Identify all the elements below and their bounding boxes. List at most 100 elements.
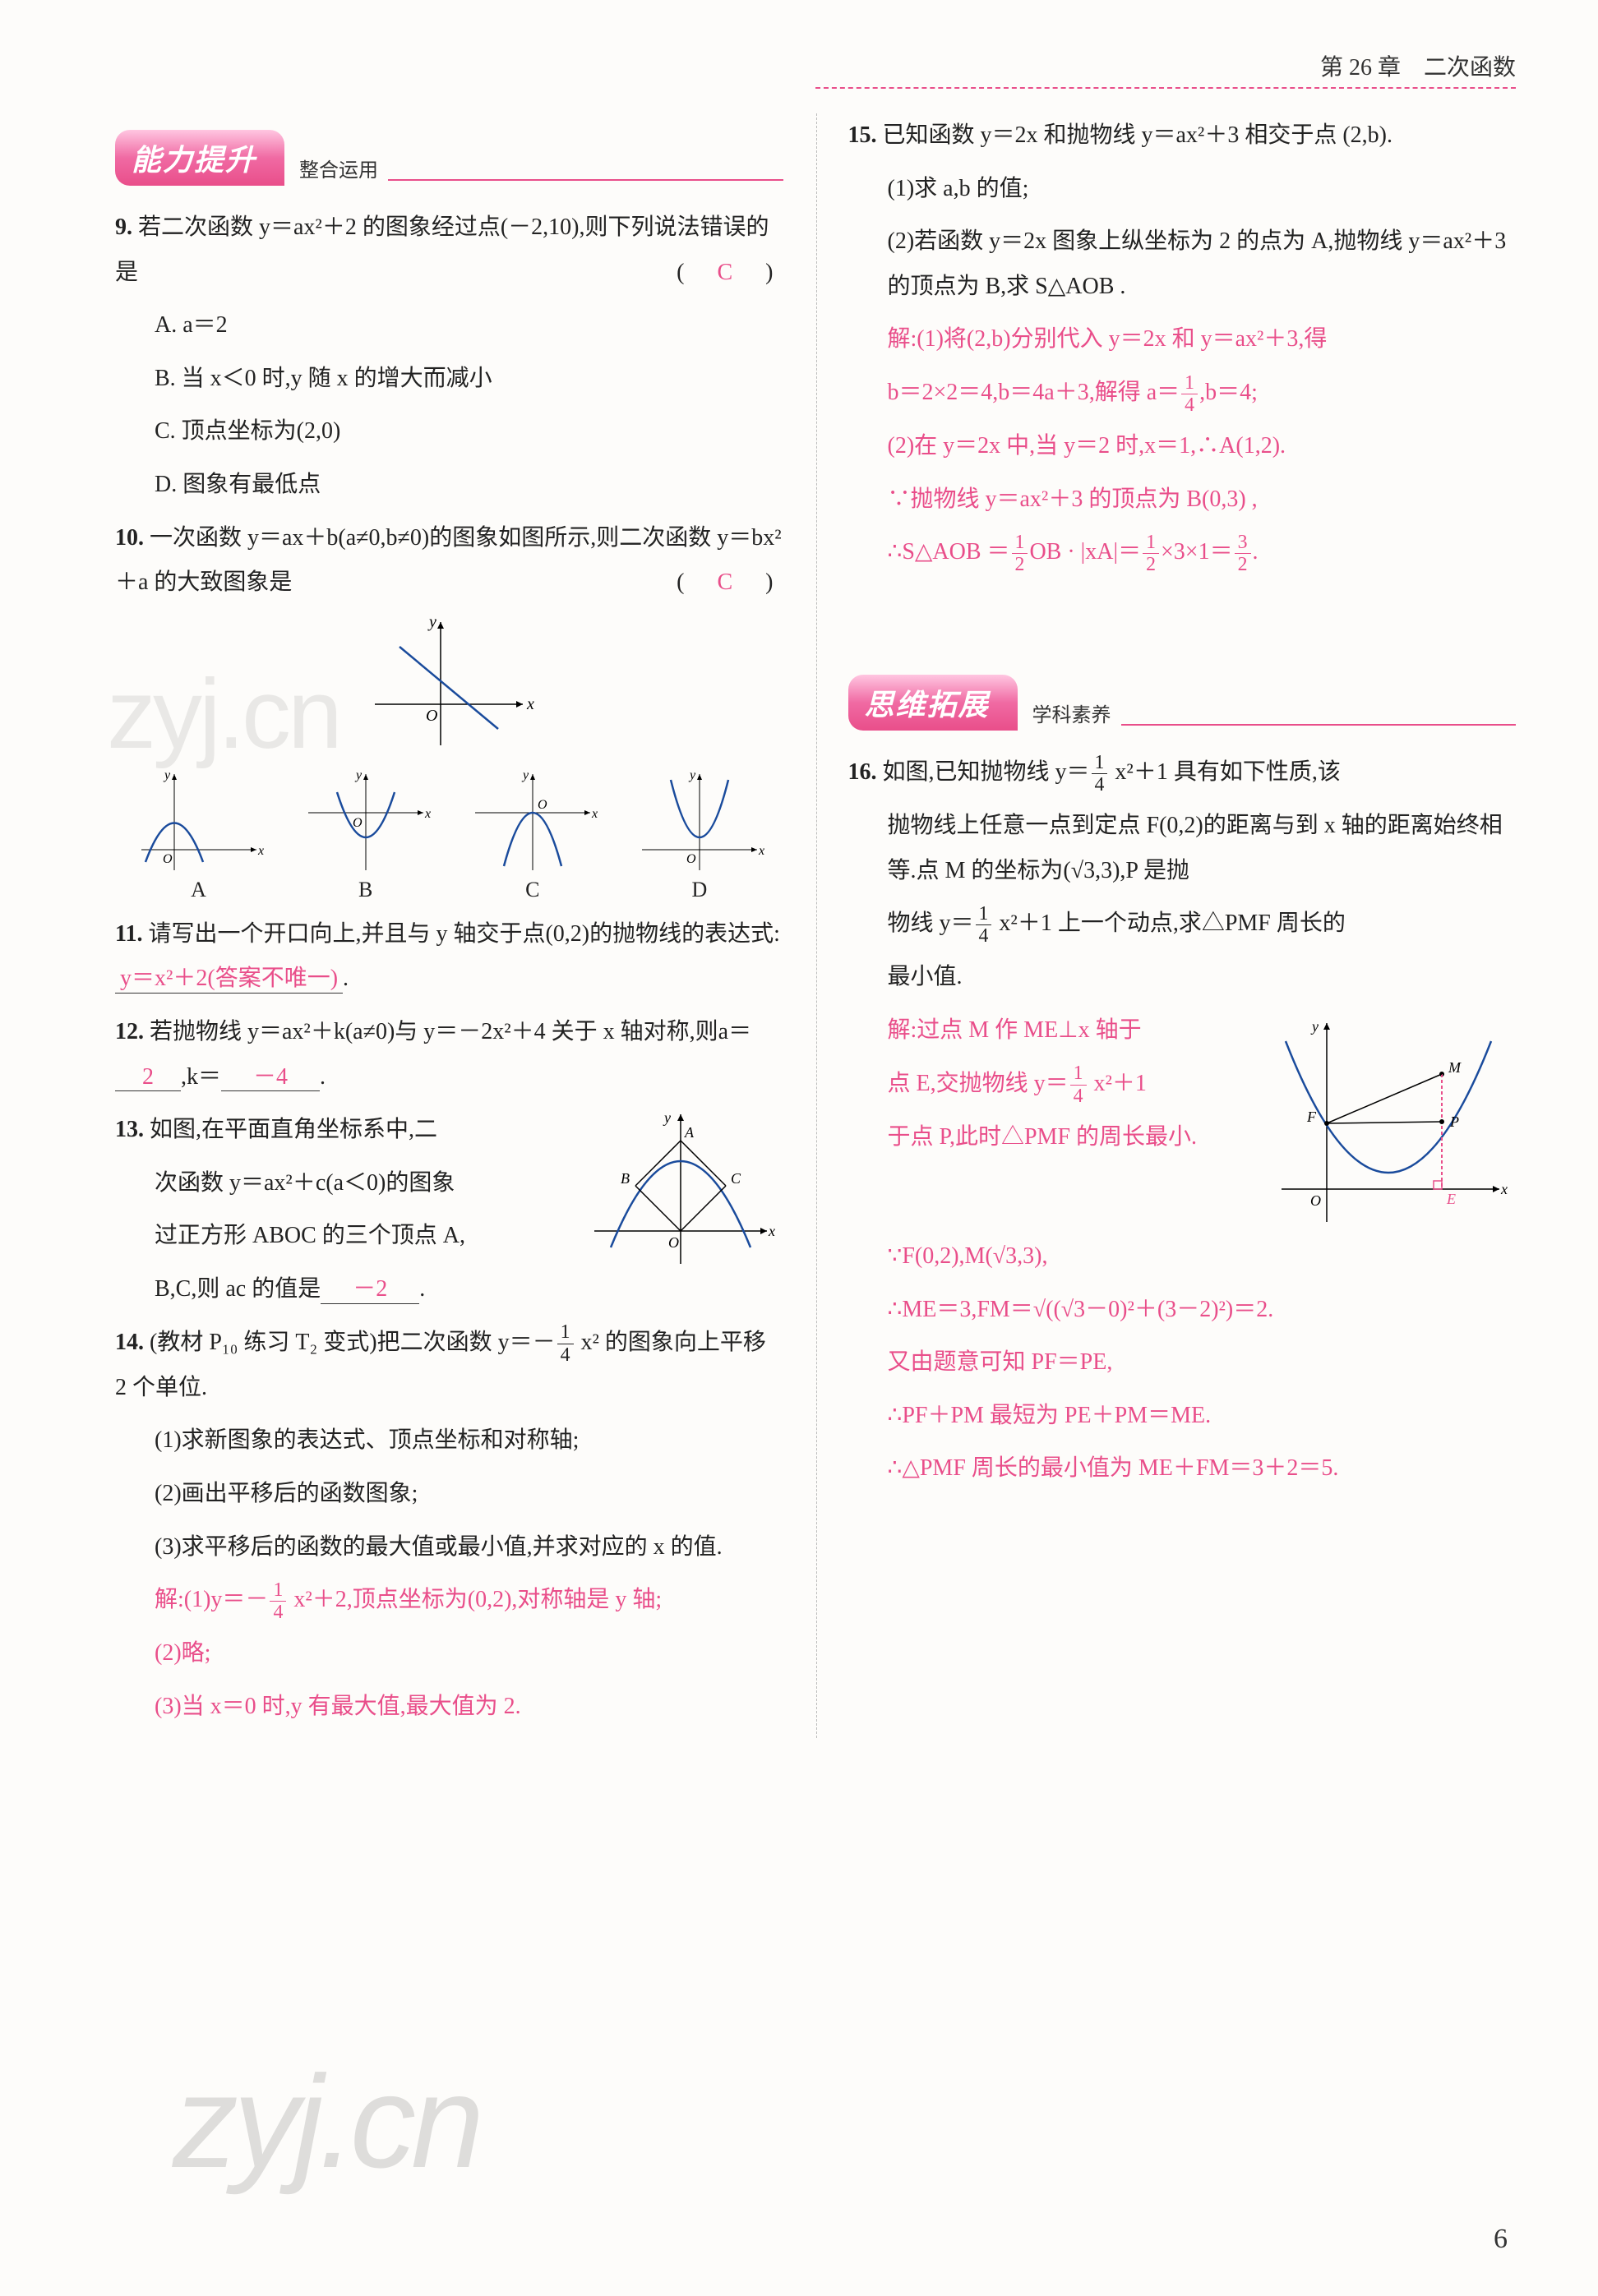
q16-graph: x y O F M E P [1269, 1017, 1508, 1230]
svg-text:E: E [1446, 1191, 1456, 1207]
q9-answer-paren: ( C ) [677, 251, 778, 296]
q16-sol8: ∴△PMF 周长的最小值为 ME＋FM＝3＋2＝5. [848, 1446, 1517, 1491]
q9-text: 若二次函数 y＝ax²＋2 的图象经过点(－2,10),则下列说法错误的是 [115, 214, 769, 285]
q10-options-row: x y O A x y O B [115, 768, 783, 902]
svg-text:y: y [663, 1109, 671, 1126]
q16-sol4: ∵F(0,2),M(√3,3), [848, 1234, 1517, 1279]
svg-text:x: x [424, 807, 431, 821]
svg-text:y: y [1310, 1018, 1319, 1035]
q13-num: 13. [115, 1117, 144, 1142]
q10-opt-c-graph: x y O C [463, 768, 603, 902]
question-16: 16. 如图,已知抛物线 y＝14 x²＋1 具有如下性质,该 抛物线上任意一点… [848, 750, 1517, 1491]
svg-text:y: y [521, 768, 529, 782]
q13-l4: B,C,则 ac 的值是 [155, 1276, 321, 1302]
q12-num: 12. [115, 1019, 144, 1044]
q12-ans2: －4 [221, 1063, 320, 1092]
question-11: 11. 请写出一个开口向上,并且与 y 轴交于点(0,2)的抛物线的表达式: y… [115, 912, 783, 1002]
svg-text:x: x [526, 695, 534, 713]
q13-l2: 次函数 y＝ax²＋c(a＜0)的图象 [115, 1161, 578, 1206]
q12-period: . [320, 1064, 326, 1090]
q15-p2: (2)若函数 y＝2x 图象上纵坐标为 2 的点为 A,抛物线 y＝ax²＋3 … [848, 219, 1517, 309]
q11-answer: y＝x²＋2(答案不唯一) [115, 965, 343, 994]
chapter-underline [815, 87, 1516, 89]
q11-num: 11. [115, 921, 142, 947]
svg-text:x: x [758, 844, 764, 858]
q9-num: 9. [115, 214, 132, 240]
watermark-2: zyj.cn [173, 2046, 479, 2197]
q16-sol7: ∴PF＋PM 最短为 PE＋PM＝ME. [848, 1394, 1517, 1439]
q15-sol2: b＝2×2＝4,b＝4a＋3,解得 a＝14,b＝4; [848, 371, 1517, 416]
svg-text:y: y [163, 768, 171, 782]
q11-text: 请写出一个开口向上,并且与 y 轴交于点(0,2)的抛物线的表达式: [142, 921, 779, 947]
section-a-subtitle: 整合运用 [299, 154, 378, 186]
q10-num: 10. [115, 525, 144, 551]
q15-sol3: (2)在 y＝2x 中,当 y＝2 时,x＝1,∴A(1,2). [848, 424, 1517, 469]
q15-sol5: ∴S△AOB ＝12OB · |xA|＝12×3×1＝32. [848, 530, 1517, 575]
svg-text:F: F [1306, 1109, 1317, 1125]
q14-sol3: (3)当 x＝0 时,y 有最大值,最大值为 2. [115, 1685, 783, 1730]
question-9: 9. 若二次函数 y＝ax²＋2 的图象经过点(－2,10),则下列说法错误的是… [115, 205, 783, 295]
q13-l3: 过正方形 ABOC 的三个顶点 A, [115, 1214, 578, 1259]
svg-text:P: P [1449, 1113, 1459, 1130]
q13-graph: x y O A B C [586, 1108, 775, 1272]
q10-opt-a-graph: x y O A [129, 768, 269, 902]
q10-opt-d-graph: x y O D [630, 768, 769, 902]
q10-label-b: B [296, 878, 436, 902]
svg-text:x: x [257, 844, 264, 858]
svg-text:O: O [163, 852, 173, 866]
q10-answer-paren: ( C ) [677, 560, 778, 606]
q15-p1: (1)求 a,b 的值; [848, 167, 1517, 212]
q14-sol1: 解:(1)y＝－14 x²＋2,顶点坐标为(0,2),对称轴是 y 轴; [115, 1578, 783, 1623]
q12-text1: 若抛物线 y＝ax²＋k(a≠0)与 y＝－2x²＋4 关于 x 轴对称,则a＝ [144, 1019, 751, 1044]
section-b-subtitle: 学科素养 [1032, 698, 1111, 731]
q16-l1b: x²＋1 具有如下性质,该 [1109, 759, 1340, 785]
svg-text:O: O [1310, 1192, 1321, 1209]
q10-opt-b-graph: x y O B [296, 768, 436, 902]
svg-text:y: y [688, 768, 696, 782]
q14-num: 14. [115, 1330, 144, 1355]
q9-opt-d: D. 图象有最低点 [115, 463, 783, 508]
svg-text:x: x [1500, 1181, 1508, 1197]
question-14-head: 14. (教材 P₁₀ 练习 T₂ 变式)把二次函数 y＝－14 x² 的图象向… [115, 1321, 783, 1411]
svg-text:O: O [538, 798, 547, 812]
q9-opt-c: C. 顶点坐标为(2,0) [115, 409, 783, 454]
q13-period: . [419, 1276, 425, 1302]
q15-sol4: ∵抛物线 y＝ax²＋3 的顶点为 B(0,3) , [848, 477, 1517, 523]
question-13: 13. 如图,在平面直角坐标系中,二 次函数 y＝ax²＋c(a＜0)的图象 过… [115, 1108, 783, 1320]
svg-text:O: O [668, 1234, 679, 1251]
question-15: 15. 已知函数 y＝2x 和抛物线 y＝ax²＋3 相交于点 (2,b). [848, 113, 1517, 159]
q10-label-a: A [129, 878, 269, 902]
q13-l1: 如图,在平面直角坐标系中,二 [144, 1117, 437, 1142]
q10-label-d: D [630, 878, 769, 902]
q16-l2: 抛物线上任意一点到定点 F(0,2)的距离与到 x 轴的距离始终相等.点 M 的… [848, 804, 1517, 893]
banner-line [388, 179, 783, 181]
q14-p1: (1)求新图象的表达式、顶点坐标和对称轴; [115, 1418, 783, 1464]
section-a-title: 能力提升 [115, 130, 284, 186]
q13-l4-wrap: B,C,则 ac 的值是－2. [115, 1267, 578, 1312]
svg-text:C: C [731, 1170, 741, 1187]
q16-l1: 如图,已知抛物线 y＝ [877, 759, 1090, 785]
question-12: 12. 若抛物线 y＝ax²＋k(a≠0)与 y＝－2x²＋4 关于 x 轴对称… [115, 1010, 783, 1100]
svg-text:x: x [768, 1223, 775, 1239]
question-10: 10. 一次函数 y＝ax＋b(a≠0,b≠0)的图象如图所示,则二次函数 y＝… [115, 516, 783, 606]
q9-opt-b: B. 当 x＜0 时,y 随 x 的增大而减小 [115, 357, 783, 402]
q15-text: 已知函数 y＝2x 和抛物线 y＝ax²＋3 相交于点 (2,b). [877, 122, 1392, 148]
q16-num: 16. [848, 759, 877, 785]
q16-sol6: 又由题意可知 PF＝PE, [848, 1340, 1517, 1385]
q16-l4: 最小值. [848, 955, 1517, 1000]
q14-head: (教材 P₁₀ 练习 T₂ 变式)把二次函数 y＝－ [144, 1330, 556, 1355]
page-number: 6 [1494, 2224, 1508, 2255]
banner-line-b [1121, 724, 1516, 726]
q9-opt-a: A. a＝2 [115, 303, 783, 348]
q14-p2: (2)画出平移后的函数图象; [115, 1472, 783, 1517]
svg-text:O: O [686, 852, 696, 866]
q13-answer: －2 [321, 1275, 419, 1304]
q10-answer: C [717, 569, 737, 595]
svg-text:M: M [1448, 1059, 1462, 1076]
svg-text:A: A [684, 1124, 695, 1141]
q9-answer: C [717, 260, 737, 285]
q12-mid: ,k＝ [181, 1064, 221, 1090]
q10-stem-graph: x y O [358, 614, 539, 754]
q14-p3: (3)求平移后的函数的最大值或最小值,并求对应的 x 的值. [115, 1525, 783, 1570]
q10-label-c: C [463, 878, 603, 902]
